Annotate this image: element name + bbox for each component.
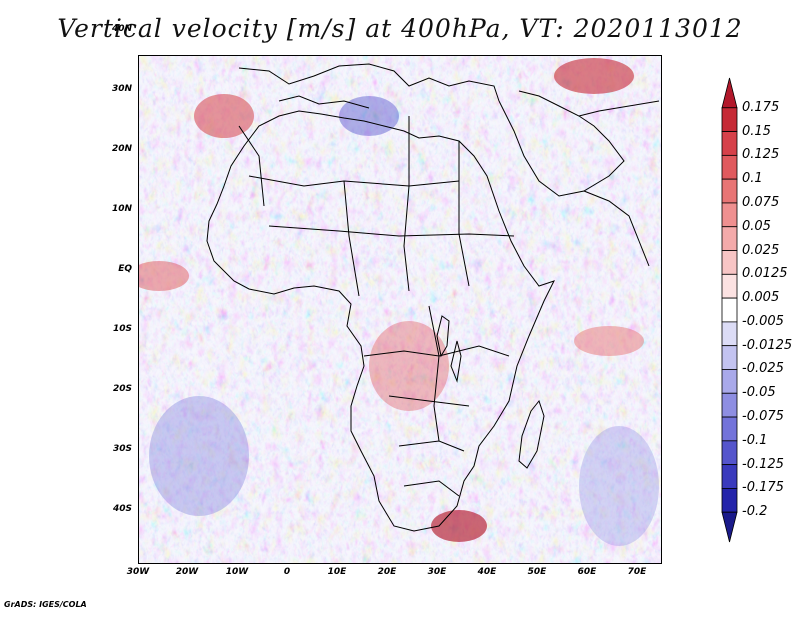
colorbar-label: 0.025 [742, 242, 780, 258]
colorbar-segment [721, 154, 738, 180]
colorbar-segment [721, 178, 738, 204]
lat-label-40n: 40N [111, 24, 132, 34]
lat-label-10n: 10N [111, 204, 132, 214]
lat-label-10s: 10S [112, 324, 132, 334]
lon-label-50e: 50E [527, 567, 547, 577]
lat-label-30s: 30S [112, 444, 132, 454]
lon-label-20e: 20E [377, 567, 397, 577]
lon-label-10w: 10W [225, 567, 249, 577]
colorbar-segment [721, 416, 738, 442]
colorbar-segment [721, 77, 738, 109]
colorbar-label: -0.05 [742, 385, 776, 401]
lon-label-30e: 30E [427, 567, 447, 577]
colorbar-label: -0.075 [742, 409, 784, 425]
lat-label-20s: 20S [112, 384, 132, 394]
vertical-velocity-field [139, 56, 661, 563]
lon-label-60e: 60E [577, 567, 597, 577]
colorbar-segment [721, 202, 738, 228]
lon-label-70e: 70E [627, 567, 647, 577]
colorbar-segment [721, 131, 738, 156]
colorbar-label: 0.075 [742, 194, 780, 210]
colorbar-segment [721, 107, 738, 132]
lat-label-40s: 40S [112, 504, 132, 514]
colorbar-label: 0.15 [742, 123, 771, 139]
colorbar-segment [721, 369, 738, 394]
lat-label-20n: 20N [111, 144, 132, 154]
colorbar-label: -0.125 [742, 456, 784, 472]
map-title: Vertical velocity [m/s] at 400hPa, VT: 2… [57, 14, 743, 43]
colorbar-label: 0.005 [742, 290, 780, 306]
colorbar-label: -0.2 [742, 504, 768, 520]
lon-label-10e: 10E [327, 567, 347, 577]
colorbar-segment [721, 511, 738, 543]
colorbar-label: -0.0125 [742, 337, 793, 353]
lat-label-30n: 30N [111, 84, 132, 94]
lon-label-30w: 30W [126, 567, 150, 577]
map-panel [138, 55, 662, 564]
colorbar-segment [721, 273, 738, 299]
colorbar-segment [721, 297, 738, 323]
colorbar-label: -0.025 [742, 361, 784, 377]
lon-label-0: 0 [283, 567, 291, 577]
lon-label-20w: 20W [175, 567, 199, 577]
colorbar-label: -0.175 [742, 480, 784, 496]
lon-label-40e: 40E [477, 567, 497, 577]
colorbar-segment [721, 464, 738, 489]
colorbar-label: 0.0125 [742, 266, 788, 282]
lat-label-eq: EQ [118, 264, 132, 274]
colorbar-label: 0.125 [742, 147, 780, 163]
colorbar-label: -0.005 [742, 313, 784, 329]
colorbar-segment [721, 321, 738, 347]
colorbar-segment [721, 440, 738, 466]
coastline-outline [206, 63, 660, 532]
colorbar-segment [721, 345, 738, 370]
colorbar-label: -0.1 [742, 432, 768, 448]
colorbar-segment [721, 392, 738, 418]
colorbar-segment [721, 488, 738, 513]
colorbar-label: 0.05 [742, 218, 771, 234]
colorbar-segment [721, 226, 738, 251]
colorbar-label: 0.1 [742, 171, 763, 187]
colorbar-label: 0.175 [742, 99, 780, 115]
grads-credit: GrADS: IGES/COLA [4, 600, 87, 609]
colorbar-segment [721, 250, 738, 275]
